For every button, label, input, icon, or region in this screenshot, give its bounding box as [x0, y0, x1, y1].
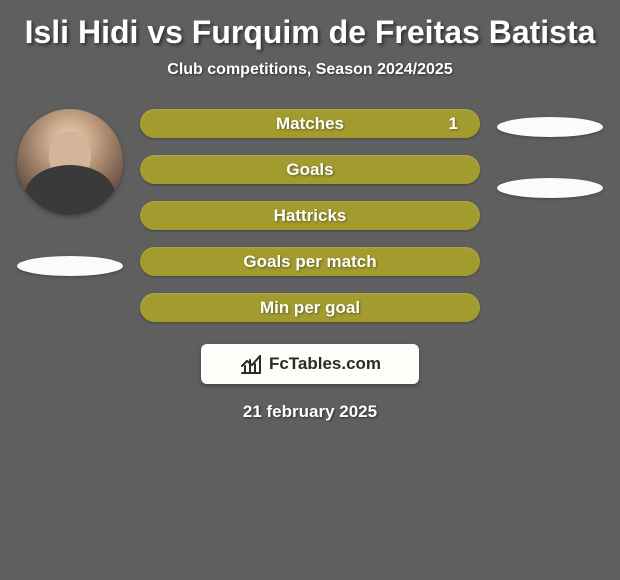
main-content: Matches 1 Goals Hattricks Goals per matc… [0, 109, 620, 322]
stat-label: Min per goal [260, 298, 360, 318]
right-player-oval-2 [497, 178, 603, 198]
date-text: 21 february 2025 [243, 402, 377, 422]
logo-text: FcTables.com [269, 354, 381, 374]
stat-label: Hattricks [274, 206, 347, 226]
stat-value-right: 1 [449, 114, 458, 134]
infographic-container: Isli Hidi vs Furquim de Freitas Batista … [0, 0, 620, 422]
left-player-oval [17, 256, 123, 276]
player-avatar-left [17, 109, 123, 215]
stat-row-hattricks: Hattricks [140, 201, 480, 230]
stat-label: Matches [276, 114, 344, 134]
footer: FcTables.com 21 february 2025 [0, 344, 620, 422]
stat-row-matches: Matches 1 [140, 109, 480, 138]
right-player-oval-1 [497, 117, 603, 137]
stat-label: Goals per match [243, 252, 376, 272]
logo-box: FcTables.com [201, 344, 419, 384]
right-player-col [490, 109, 610, 198]
left-player-col [10, 109, 130, 276]
subtitle: Club competitions, Season 2024/2025 [0, 61, 620, 79]
stats-column: Matches 1 Goals Hattricks Goals per matc… [140, 109, 480, 322]
chart-icon [239, 352, 263, 376]
stat-row-goals: Goals [140, 155, 480, 184]
stat-label: Goals [286, 160, 333, 180]
stat-row-gpm: Goals per match [140, 247, 480, 276]
stat-row-mpg: Min per goal [140, 293, 480, 322]
page-title: Isli Hidi vs Furquim de Freitas Batista [0, 5, 620, 61]
